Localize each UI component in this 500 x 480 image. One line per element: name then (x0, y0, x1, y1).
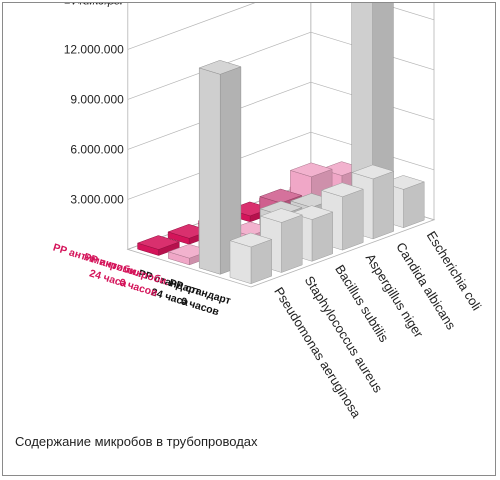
bar-face-right (311, 211, 333, 262)
y-tick-label: 9.000.000 (70, 92, 124, 106)
gridline (377, 3, 435, 21)
bar-face-right (403, 181, 425, 229)
series-label: PP антимикроби.24 часа (47, 242, 139, 293)
bars (136, 3, 425, 285)
gridline (127, 3, 256, 50)
chart-frame: KBE*/Prüfkörper 3.000.000 6.000.000 9.000.… (2, 2, 496, 476)
bar (198, 60, 242, 275)
y-axis-ticks: 3.000.000 6.000.000 9.000.000 12.000.000 15.… (64, 3, 124, 206)
bar (229, 232, 273, 285)
chart-caption: Содержание микробов в трубопроводах (15, 434, 258, 449)
y-tick-label: 3.000.000 (70, 192, 124, 206)
bar-face-top (259, 188, 303, 204)
y-tick-label: 12.000.000 (64, 42, 124, 56)
bar-face-top (289, 162, 333, 178)
bar (136, 235, 181, 256)
y-tick-label: 15.000.000 (64, 3, 124, 6)
bar-face-top (259, 208, 303, 223)
bar (351, 3, 394, 219)
bar-face-left (229, 240, 252, 285)
chart-3d-bar: KBE*/Prüfkörper 3.000.000 6.000.000 9.000.… (15, 3, 484, 449)
y-axis-label-line: Prüfkörper (72, 3, 125, 7)
bar-face-right (372, 170, 394, 240)
bar-face-left (198, 67, 221, 275)
bar-face-top (198, 60, 242, 75)
bar-face-top (259, 200, 303, 216)
y-axis-label: KBE*/Prüfkörper (72, 3, 125, 7)
bar-face-top (229, 232, 273, 248)
bar-face-right (281, 214, 303, 273)
bar-face-top (136, 235, 181, 250)
bar-face-top (351, 164, 395, 180)
bar-face-right (342, 188, 364, 251)
y-tick-label: 6.000.000 (70, 142, 124, 156)
bar-face-top (320, 182, 364, 198)
